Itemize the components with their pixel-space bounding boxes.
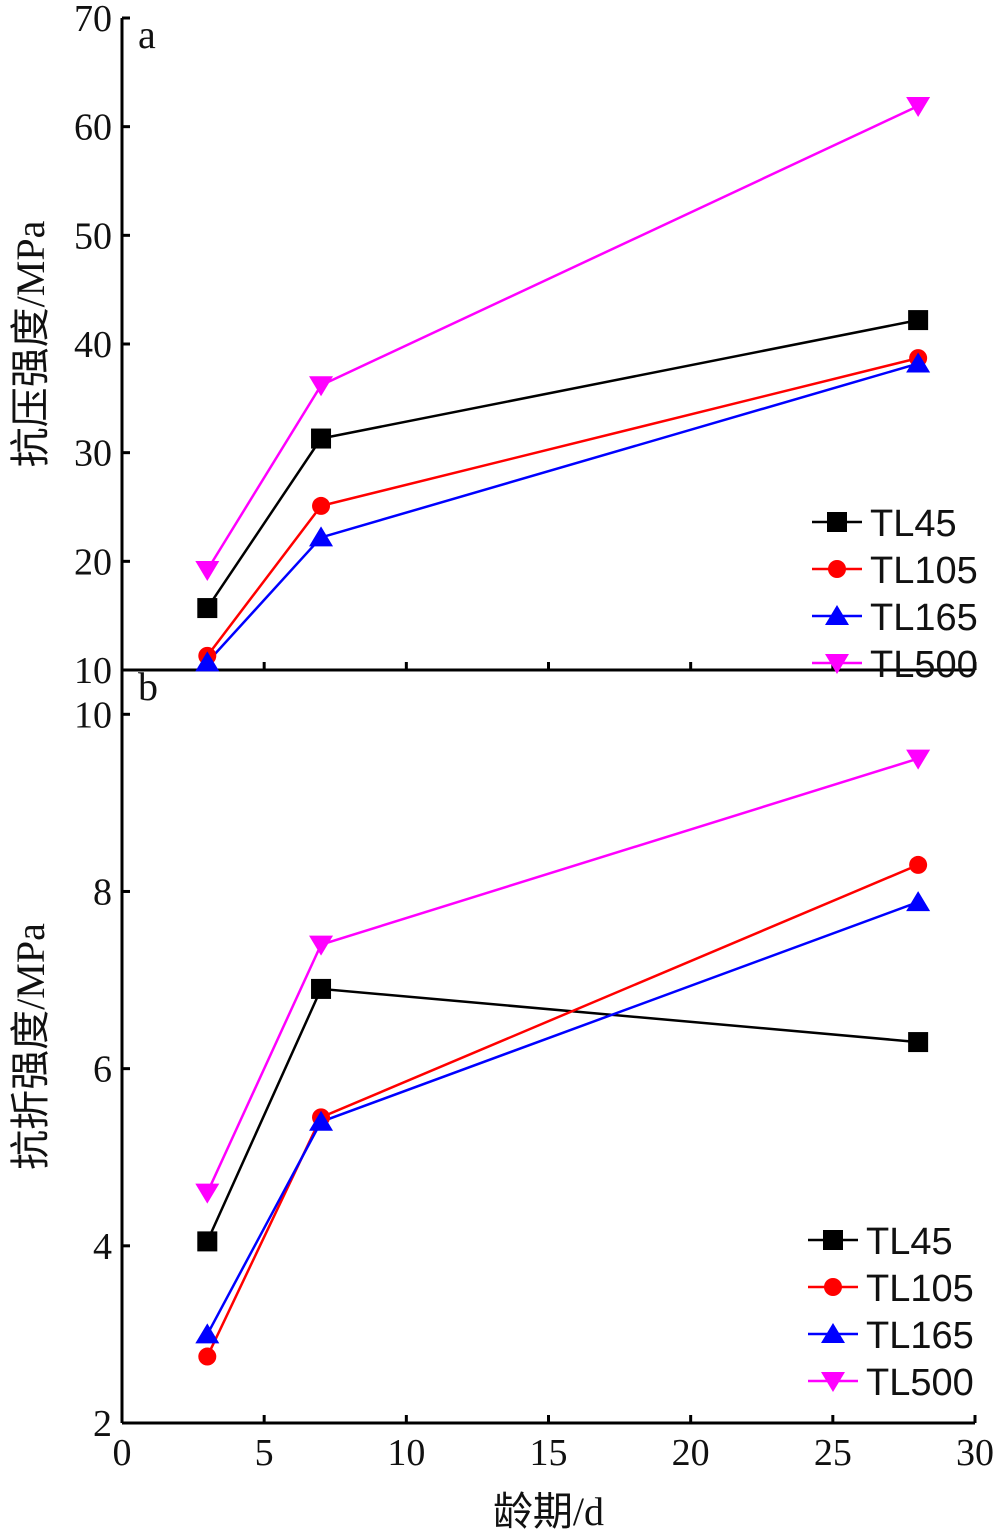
panel-a-compressive-strength: 10 20 30 40 50 60 70 a 抗压强度/MPa TL45 TL105 TL165 TL5… (8, 0, 978, 692)
x-tick-label: 0 (113, 1432, 132, 1474)
y-tick-label: 10 (74, 650, 112, 692)
y-axis-title: 抗压强度/MPa (8, 220, 53, 467)
legend-label: TL165 (866, 1315, 974, 1357)
data-point-TL165 (195, 1323, 220, 1344)
legend-marker (824, 1278, 842, 1296)
x-tick-label: 30 (956, 1432, 994, 1474)
series-line-TL45 (206, 318, 919, 609)
x-tick-label: 25 (814, 1432, 852, 1474)
data-point-TL500 (195, 561, 220, 582)
data-point-TL500 (906, 749, 931, 770)
legend-marker (821, 1372, 845, 1392)
legend: TL45 TL105 TL165 TL500 (808, 1221, 974, 1404)
data-point-TL105 (312, 496, 331, 515)
x-tick-label: 15 (530, 1432, 568, 1474)
x-tick-label: 20 (672, 1432, 710, 1474)
legend-marker (827, 512, 847, 532)
data-point-TL45 (908, 310, 929, 331)
legend-label: TL500 (866, 1362, 974, 1404)
y-tick-label: 6 (93, 1049, 112, 1091)
y-tick-label: 40 (74, 324, 112, 366)
legend: TL45 TL105 TL165 TL500 (812, 503, 978, 686)
y-tick-label: 10 (74, 694, 112, 736)
y-tick-label: 8 (93, 871, 112, 913)
data-point-TL500 (195, 1183, 220, 1204)
legend-label: TL165 (870, 597, 978, 639)
y-tick-label: 50 (74, 215, 112, 257)
data-point-TL45 (197, 598, 218, 619)
legend-marker (828, 560, 846, 578)
legend-label: TL45 (870, 503, 957, 545)
y-tick-label: 2 (93, 1403, 112, 1445)
data-point-TL45 (908, 1032, 929, 1053)
panel-label: a (138, 12, 156, 57)
data-point-TL105 (198, 1347, 217, 1366)
legend-marker (825, 654, 849, 674)
y-tick-label: 60 (74, 107, 112, 149)
x-tick-label: 5 (255, 1432, 274, 1474)
data-point-TL500 (309, 935, 334, 956)
panel-label: b (138, 664, 158, 709)
data-point-TL105 (909, 855, 928, 874)
legend-label: TL500 (870, 644, 978, 686)
legend-marker (823, 1230, 843, 1250)
panel-b-flexural-strength: 2 4 6 8 10 0 5 10 15 20 25 30 b 抗折强度/MPa 龄期/d TL45 TL105… (8, 664, 994, 1534)
legend-label: TL105 (870, 550, 978, 592)
data-point-TL45 (197, 1231, 218, 1252)
data-point-TL500 (906, 97, 931, 118)
data-point-TL45 (311, 978, 332, 999)
y-axis-title: 抗折强度/MPa (8, 923, 53, 1170)
legend-label: TL105 (866, 1268, 974, 1310)
data-point-TL165 (309, 1110, 334, 1131)
data-point-TL165 (906, 891, 931, 912)
series-line-TL165 (206, 362, 919, 664)
legend-label: TL45 (866, 1221, 953, 1263)
y-tick-label: 30 (74, 433, 112, 475)
legend-marker (821, 1323, 845, 1343)
y-tick-label: 70 (74, 0, 112, 40)
data-point-TL165 (906, 352, 931, 373)
y-tick-label: 4 (93, 1226, 112, 1268)
data-point-TL165 (309, 526, 334, 547)
x-axis-title: 龄期/d (493, 1489, 604, 1534)
y-tick-label: 20 (74, 541, 112, 583)
data-point-TL165 (195, 651, 220, 672)
data-point-TL500 (309, 376, 334, 397)
data-point-TL45 (311, 428, 332, 449)
legend-marker (825, 605, 849, 625)
x-tick-label: 10 (387, 1432, 425, 1474)
